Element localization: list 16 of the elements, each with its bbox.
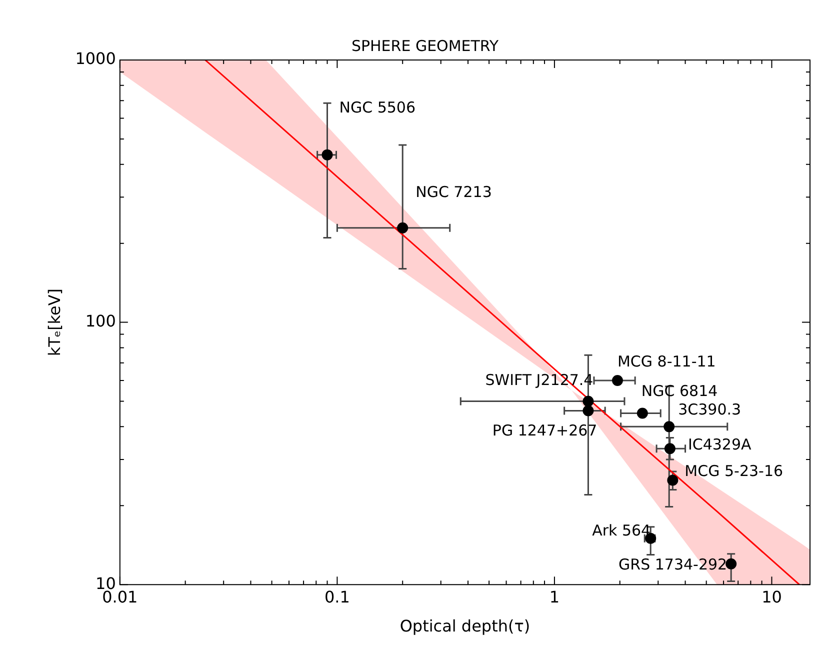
chart-title: SPHERE GEOMETRY bbox=[351, 36, 500, 55]
annotation: NGC 5506 bbox=[339, 98, 416, 117]
annotation: IC4329A bbox=[688, 435, 752, 454]
annotation: Ark 564 bbox=[592, 521, 651, 540]
x-tick-label: 0.1 bbox=[324, 587, 350, 606]
x-axis-title: Optical depth(τ) bbox=[400, 616, 530, 636]
annotation: NGC 7213 bbox=[416, 182, 492, 201]
y-tick-label: 100 bbox=[85, 311, 116, 330]
annotation: MCG 5-23-16 bbox=[684, 462, 784, 480]
annotation: GRS 1734-292 bbox=[618, 556, 728, 574]
y-tick-label: 1000 bbox=[75, 49, 116, 68]
annotation: 3C390.3 bbox=[678, 400, 742, 419]
x-tick-label: 10 bbox=[762, 587, 782, 606]
annotation: MCG 8-11-11 bbox=[617, 352, 716, 370]
y-axis-title: kTₑ[keV] bbox=[44, 288, 64, 356]
x-tick-label: 1 bbox=[549, 587, 560, 606]
